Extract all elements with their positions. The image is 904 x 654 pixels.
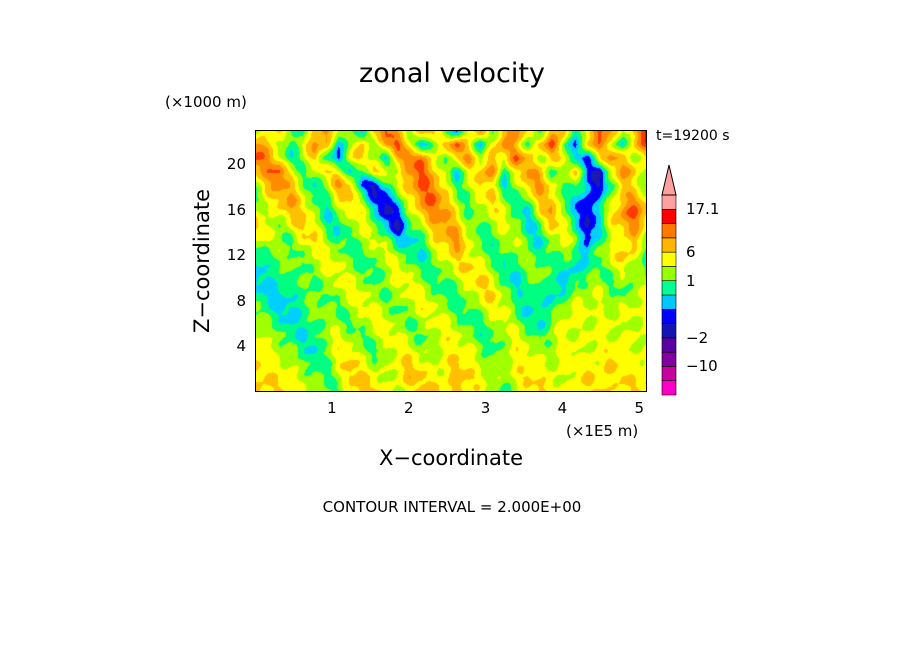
x-tick-label: 4 (557, 399, 568, 417)
y-tick-label: 16 (226, 200, 246, 219)
y-tick-label: 8 (236, 291, 246, 310)
colorbar-band (661, 380, 677, 396)
y-tick-label: 20 (226, 155, 246, 174)
colorbar-tick-label: 17.1 (686, 200, 720, 219)
x-axis-unit-label: (×1E5 m) (566, 422, 639, 440)
y-tick-label: 12 (226, 246, 246, 265)
colorbar-band (661, 294, 677, 310)
colorbar-band (661, 223, 677, 239)
colorbar-extend-arrow (661, 164, 677, 196)
colorbar-band (661, 337, 677, 353)
x-tick-label: 3 (480, 399, 491, 417)
colorbar-band (661, 237, 677, 253)
x-tick-label: 1 (327, 399, 337, 417)
y-tick-label: 4 (236, 337, 246, 356)
colorbar-band (661, 280, 677, 296)
x-axis-label: X−coordinate (379, 446, 523, 470)
colorbar-tick-label: 1 (686, 271, 696, 290)
colorbar-band (661, 323, 677, 339)
y-axis-unit-label: (×1000 m) (165, 93, 247, 111)
colorbar-band (661, 266, 677, 282)
colorbar-band (661, 351, 677, 367)
colorbar (661, 164, 677, 396)
x-tick-label: 2 (403, 399, 414, 417)
colorbar-band (661, 208, 677, 224)
contour-interval-note: CONTOUR INTERVAL = 2.000E+00 (322, 498, 582, 516)
colorbar-band (661, 308, 677, 324)
x-tick-label: 5 (634, 399, 645, 417)
colorbar-band (661, 366, 677, 382)
colorbar-tick-label: −2 (686, 328, 709, 347)
time-stamp-label: t=19200 s (656, 128, 730, 144)
colorbar-band (661, 194, 677, 210)
velocity-field-heatmap (255, 130, 647, 392)
colorbar-tick-label: 6 (686, 243, 696, 262)
colorbar-tick-label: −10 (686, 357, 718, 376)
colorbar-band (661, 251, 677, 267)
chart-title: zonal velocity (359, 58, 545, 89)
